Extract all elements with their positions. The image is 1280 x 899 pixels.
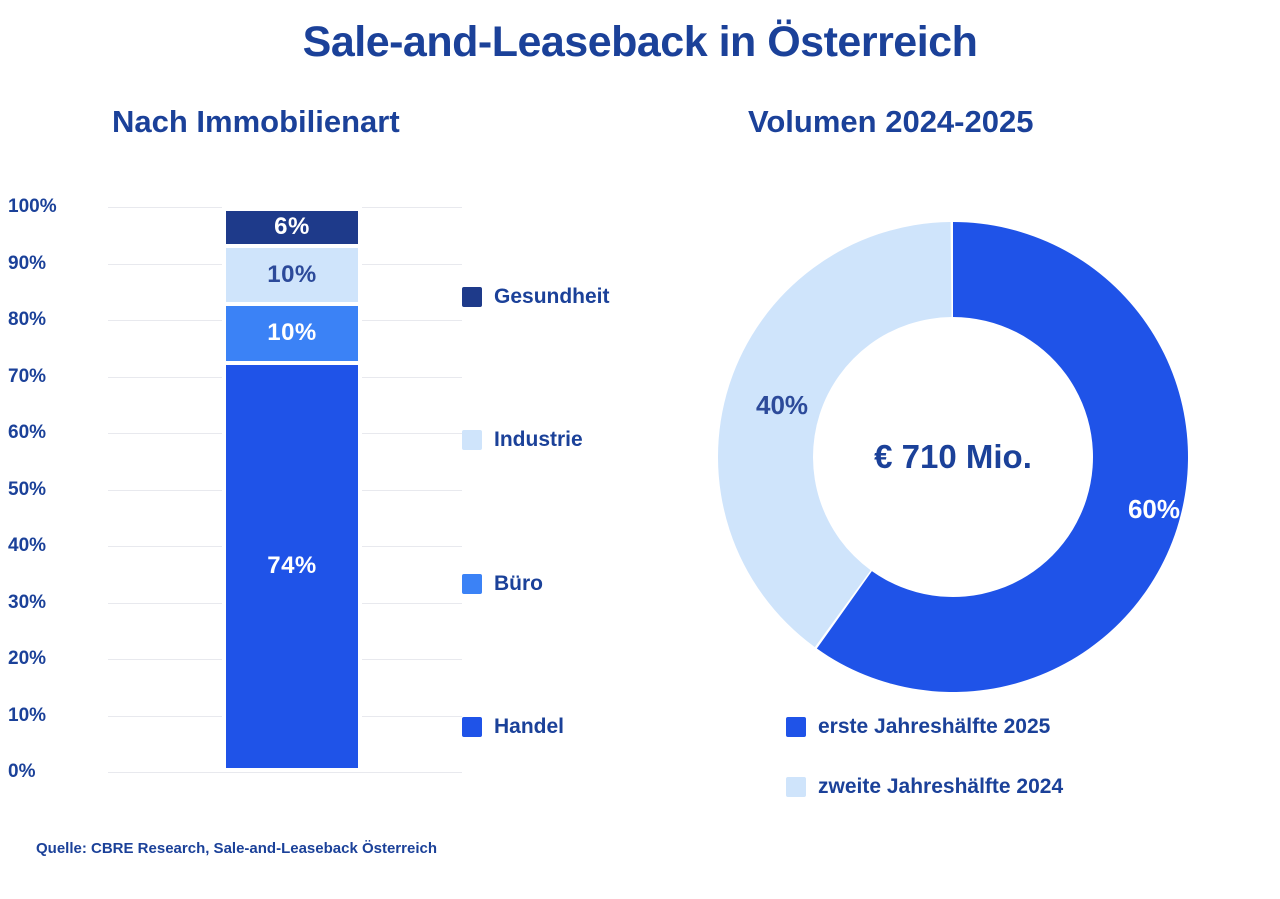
y-axis-tick-label: 10% [8, 704, 47, 726]
stacked-bar-subtitle: Nach Immobilienart [112, 104, 400, 139]
legend-swatch-icon [786, 717, 806, 737]
gridline [108, 772, 462, 773]
y-axis-tick-label: 40% [8, 535, 47, 556]
y-axis-tick-label: 100% [8, 196, 57, 217]
bar-segment-label: 10% [267, 319, 317, 347]
donut-slice-label-second-half: 40% [756, 390, 809, 420]
legend-item-label: Büro [494, 572, 543, 595]
y-axis-tick-label: 60% [8, 422, 47, 443]
legend-item-label: Handel [494, 715, 565, 738]
donut-legend-item-label: zweite Jahreshälfte 2024 [818, 775, 1064, 798]
bar-segment-label: 74% [267, 552, 317, 580]
donut-slice[interactable] [718, 222, 952, 648]
legend-item-industrie[interactable]: Industrie [462, 428, 583, 452]
bar-segment-label: 10% [267, 260, 317, 288]
donut-slice-label-first-half: 60% [1127, 494, 1180, 524]
legend-item-label: Gesundheit [494, 285, 610, 308]
bar-segment[interactable]: 6% [224, 209, 360, 246]
y-axis-tick-label: 0% [8, 761, 36, 782]
legend-item-handel[interactable]: Handel [462, 715, 564, 739]
legend-swatch-icon [462, 717, 482, 737]
y-axis-tick-label: 20% [8, 648, 47, 669]
legend-item-label: Industrie [494, 428, 583, 451]
source-note: Quelle: CBRE Research, Sale-and-Leasebac… [36, 840, 438, 857]
donut-slice[interactable] [816, 222, 1188, 692]
legend-swatch-icon [462, 430, 482, 450]
page-title: Sale-and-Leaseback in Österreich [302, 18, 978, 66]
bar-segment-label: 6% [274, 213, 310, 241]
legend-swatch-icon [462, 287, 482, 307]
donut-legend-item-label: erste Jahreshälfte 2025 [818, 715, 1051, 738]
stacked-bar-column[interactable]: 6% 10% 10% 74% [222, 207, 362, 772]
bar-segment[interactable]: 10% [224, 245, 360, 305]
bar-segment[interactable]: 74% [224, 362, 360, 770]
donut-svg [718, 222, 1188, 692]
legend-swatch-icon [462, 574, 482, 594]
donut-subtitle: Volumen 2024-2025 [748, 104, 1034, 139]
donut-legend-item-1[interactable]: erste Jahreshälfte 2025 [786, 715, 1050, 739]
legend-item-büro[interactable]: Büro [462, 572, 543, 596]
y-axis-tick-label: 50% [8, 478, 47, 500]
legend-item-gesundheit[interactable]: Gesundheit [462, 285, 610, 309]
y-axis-tick-label: 90% [8, 252, 47, 274]
y-axis-tick-label: 30% [8, 591, 47, 613]
bar-segment[interactable]: 10% [224, 304, 360, 363]
donut-legend-item-2[interactable]: zweite Jahreshälfte 2024 [786, 775, 1063, 799]
y-axis-tick-label: 70% [8, 365, 47, 387]
y-axis-tick-label: 80% [8, 309, 47, 330]
stacked-bar-chart: 100% 90% 80% 70% 60% 50% 40% 30% 20% 10% 0% 6% 10% 1… [0, 185, 470, 795]
donut-chart: € 710 Mio. 40% 60% [718, 222, 1188, 692]
legend-swatch-icon [786, 777, 806, 797]
